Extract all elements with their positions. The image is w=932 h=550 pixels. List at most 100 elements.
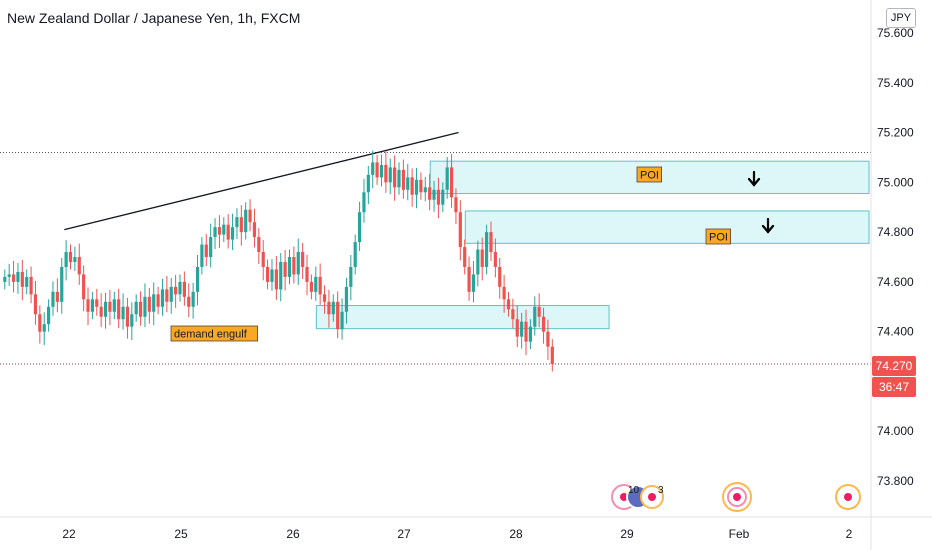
- poi-label-box: [705, 228, 732, 245]
- poi-label: POI: [640, 170, 659, 182]
- event-icons[interactable]: 10 3: [611, 482, 861, 512]
- candle-body: [287, 257, 292, 277]
- candle-body: [191, 291, 195, 307]
- candle-body: [283, 261, 287, 277]
- candle-body: [467, 266, 471, 292]
- candle-body: [432, 189, 436, 200]
- price-axis: 75.600 75.400 75.200 75.000 74.800 74.600 74.4…: [877, 26, 914, 488]
- candle-body: [388, 167, 392, 183]
- event-count: 3: [658, 485, 664, 496]
- candle-body: [244, 209, 248, 233]
- y-tick-label: 74.400: [877, 325, 914, 339]
- lines-layer: [0, 131, 871, 365]
- trend-line: [64, 131, 459, 231]
- x-tick-label: 26: [286, 527, 300, 541]
- candle-body: [20, 271, 24, 287]
- candle-body: [270, 269, 274, 282]
- candle-body: [3, 276, 7, 282]
- candle-body: [445, 167, 449, 190]
- candle-body: [33, 294, 38, 315]
- candle-body: [524, 321, 528, 342]
- candle-body: [38, 314, 42, 332]
- candle-body: [103, 301, 108, 317]
- event-dot-icon: [733, 493, 741, 501]
- candle-body: [340, 311, 344, 330]
- y-tick-label: 75.400: [877, 76, 914, 90]
- candle-body: [68, 252, 73, 262]
- candle-body: [112, 299, 116, 312]
- candle-body: [261, 252, 265, 267]
- event-count: 10: [628, 485, 640, 496]
- candle-body: [182, 281, 186, 297]
- candle-body: [187, 296, 191, 307]
- candle-body: [51, 291, 55, 307]
- time-axis: 22 25 26 27 28 29 Feb 2: [62, 527, 852, 541]
- candle-body: [511, 309, 515, 320]
- candle-body: [248, 209, 252, 223]
- candle-body: [528, 326, 532, 342]
- demand-label: demand engulf: [174, 329, 248, 341]
- candle-body: [458, 212, 462, 248]
- candle-body: [336, 301, 340, 330]
- candle-body: [152, 294, 156, 312]
- candle-body: [384, 164, 388, 183]
- poi-label: POI: [709, 232, 728, 244]
- x-tick-label: 22: [62, 527, 76, 541]
- current-price-value: 74.270: [876, 359, 913, 373]
- x-tick-label: 2: [846, 527, 853, 541]
- candle-body: [515, 319, 519, 337]
- event-dot-icon: [620, 493, 628, 501]
- candle-body: [419, 179, 423, 193]
- candle-body: [318, 276, 322, 295]
- candle-body: [520, 321, 524, 337]
- candle-body: [546, 331, 550, 347]
- candle-body: [209, 237, 213, 257]
- candle-body: [42, 324, 46, 332]
- candle-body: [449, 167, 454, 198]
- candle-body: [533, 306, 537, 327]
- candle-body: [156, 294, 160, 307]
- currency-button[interactable]: JPY: [886, 8, 916, 28]
- candle-body: [309, 281, 313, 292]
- candle-body: [485, 232, 489, 267]
- candle-body: [169, 286, 173, 302]
- candle-body: [502, 286, 506, 300]
- candle-body: [375, 162, 379, 178]
- candle-body: [7, 274, 11, 277]
- candle-body: [480, 249, 484, 267]
- candle-body: [200, 244, 204, 267]
- candle-body: [217, 227, 222, 235]
- zone-box: [315, 305, 610, 330]
- candle-body: [213, 227, 217, 238]
- candle-body: [344, 286, 349, 312]
- event-dot-icon: [844, 493, 852, 501]
- candle-body: [266, 266, 270, 282]
- demand-label-box: [170, 325, 258, 342]
- candle-body: [537, 306, 541, 317]
- current-price-badge: [872, 356, 916, 376]
- candle-body: [77, 257, 81, 275]
- candle-body: [406, 177, 410, 190]
- y-tick-label: 75.200: [877, 126, 914, 140]
- candle-body: [279, 261, 283, 290]
- candle-body: [134, 301, 138, 315]
- candle-body: [331, 301, 335, 315]
- candle-body: [235, 217, 239, 228]
- candle-body: [230, 227, 235, 240]
- candle-body: [489, 232, 493, 253]
- candle-body: [397, 169, 401, 188]
- candle-body: [138, 301, 143, 317]
- candle-body: [82, 274, 86, 300]
- candle-body: [274, 269, 278, 290]
- candle-body: [463, 247, 467, 267]
- candle-body: [371, 162, 375, 175]
- candle-body: [423, 187, 427, 193]
- x-tick-label: Feb: [729, 527, 750, 541]
- candle-body: [147, 296, 151, 312]
- candle-body: [379, 164, 384, 178]
- candle-body: [222, 224, 226, 235]
- candle-body: [436, 189, 441, 205]
- candle-body: [305, 266, 309, 282]
- arrow-down-icon: [747, 170, 761, 187]
